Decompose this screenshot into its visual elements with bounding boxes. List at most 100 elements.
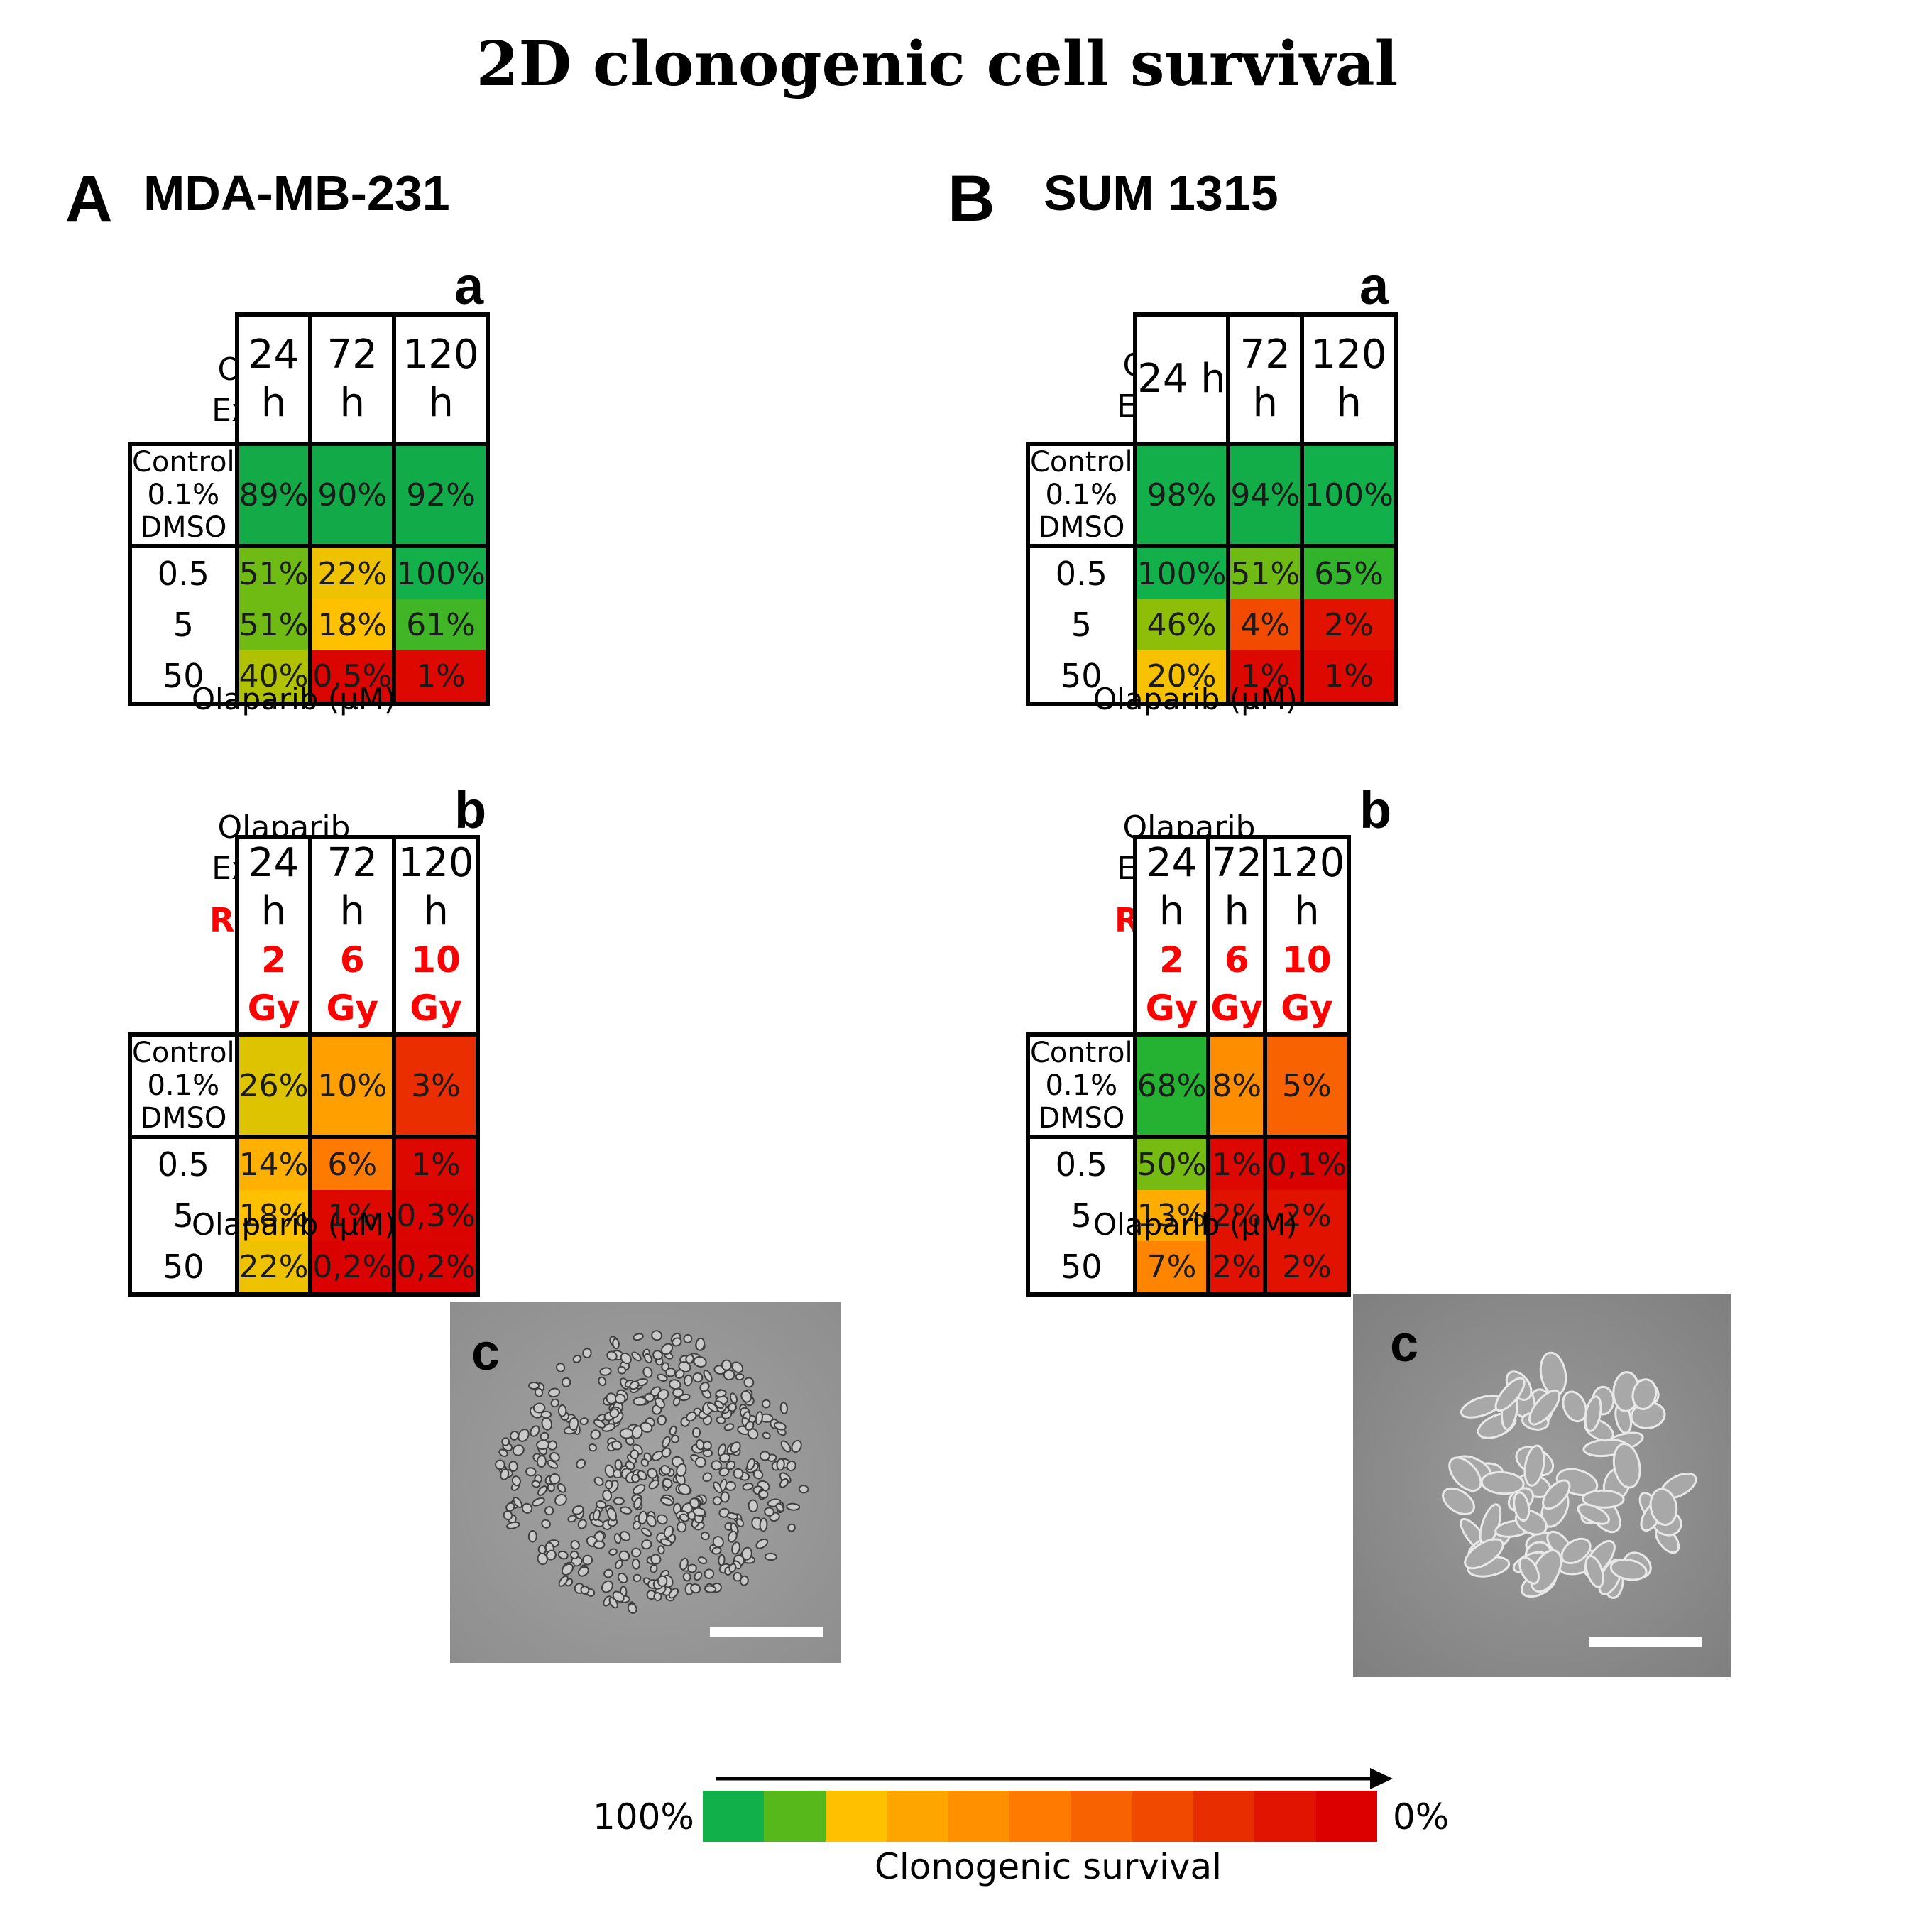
cell-shape [780,1440,792,1453]
cell-shape [745,1421,755,1431]
cell-shape [540,1431,549,1441]
legend-swatch [1254,1791,1316,1842]
cell-shape [719,1453,731,1463]
cell-shape [640,1421,653,1433]
cell-shape [682,1572,691,1582]
cell-shape [679,1513,689,1522]
cell-shape [690,1583,701,1594]
cell-shape [642,1366,653,1378]
subpanel-letter-a-a: a [454,256,484,315]
survival-cell: 1% [392,650,490,706]
cell-shape [773,1421,787,1431]
cell-shape [652,1350,663,1360]
cell-shape [570,1540,580,1550]
cell-shape [605,1480,613,1490]
cell-shape [674,1369,685,1379]
cell-shape [501,1437,510,1446]
axis-unit-label: Olaparib (µM) [192,1207,396,1242]
survival-cell: 4% [1226,599,1305,650]
table-row: 5 18% 1% 0,3% [128,1190,480,1241]
cell-shape [752,1469,764,1480]
cell-shape [691,1427,701,1438]
cell-shape [525,1467,537,1477]
cell-shape [613,1533,622,1544]
olaparib-dose-label: 50 [1026,1241,1137,1297]
table-row: Control 0.1% DMSO 26% 10% 3% [128,1032,480,1139]
cell-shape [695,1337,706,1351]
cell-shape [676,1463,687,1478]
cell-shape [527,1529,537,1543]
cell-shape [596,1500,607,1509]
exposure-time: 72 h [1239,332,1291,426]
cell-shape [567,1515,577,1523]
cell-shape [599,1367,612,1376]
cell-shape [699,1382,710,1392]
cell-shape [798,1485,809,1494]
table-row: 0.5 100% 51% 65% [1026,544,1398,599]
cell-shape [633,1497,642,1510]
cell-shape [692,1372,704,1383]
exposure-time: 24 h [248,332,300,426]
cell-shape [718,1507,730,1518]
cell-shape [534,1387,544,1397]
survival-cell: 2% [1263,1190,1351,1241]
cell-shape [791,1439,802,1453]
subpanel-letter-a-b: b [454,780,487,839]
cell-shape [741,1546,752,1561]
image-label-c: c [1390,1316,1419,1372]
cell-shape [549,1451,560,1462]
header-spacer [130,837,237,1035]
cell-shape [1518,1556,1540,1585]
header-spacer [1028,837,1135,1035]
olaparib-dose-label: 0.5 [128,1135,239,1190]
cell-shape [758,1489,769,1500]
legend-color-bar [703,1791,1377,1842]
subpanel-letter-b-b: b [1359,780,1392,839]
cell-shape [735,1372,745,1381]
cell-shape [733,1468,744,1479]
cell-shape [577,1519,587,1529]
cell-shape [505,1502,515,1512]
cell-shape [683,1374,693,1387]
survival-cell: 65% [1300,544,1398,599]
cell-shape [650,1564,658,1573]
colony-image-mda: c [450,1302,841,1663]
cell-shape [614,1458,623,1470]
survival-cell: 50% [1132,1135,1211,1190]
cell-shape [558,1575,569,1587]
axis-unit-label: Olaparib (µM) [1093,1207,1298,1242]
cell-shape [500,1468,510,1480]
cell-shape [641,1539,652,1550]
axis-unit-label: Olaparib (µM) [192,682,396,716]
legend-swatch [1071,1791,1132,1842]
cell-shape [730,1441,741,1453]
column-header: 24 h [1132,312,1231,446]
cell-shape [527,1382,540,1390]
exposure-time: 24 h [1137,356,1226,402]
cell-shape [547,1440,558,1451]
cell-shape [633,1333,644,1341]
olaparib-dose-label: 0.5 [1026,544,1137,599]
survival-cell: 1% [1206,1135,1268,1190]
cell-shape [779,1478,789,1488]
survival-cell: 89% [234,442,313,548]
cell-shape [1562,1390,1587,1423]
cell-shape [631,1425,643,1439]
cell-shape [1528,1389,1561,1426]
exposure-time: 120 h [1310,332,1387,426]
cell-shape [694,1571,703,1581]
image-label-c: c [471,1324,500,1381]
cell-shape [536,1455,547,1468]
cell-shape [620,1506,633,1515]
cell-shape [544,1506,554,1516]
cell-shape [659,1497,674,1506]
cell-shape [620,1531,631,1541]
cell-shape [1523,1444,1545,1487]
cell-shape [1582,1489,1625,1509]
colony-cells-mda [450,1302,841,1663]
cell-shape [726,1512,738,1520]
cell-shape [569,1550,579,1559]
cell-shape [612,1338,620,1350]
cell-shape [693,1355,707,1368]
